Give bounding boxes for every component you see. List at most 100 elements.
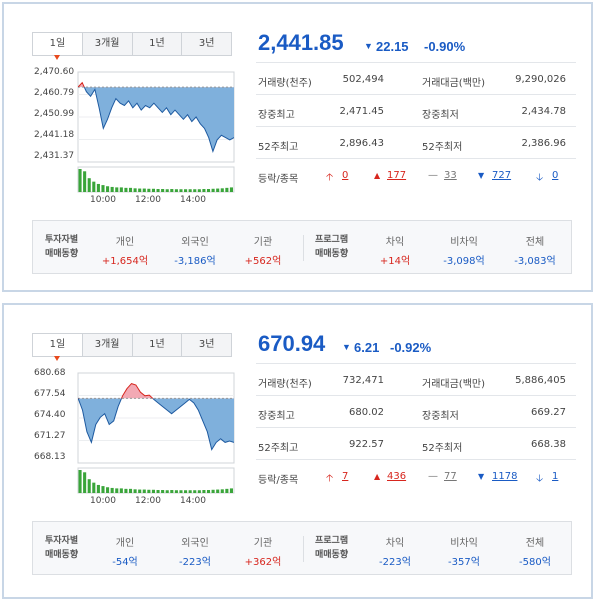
volume-bar [101,486,105,493]
tab-1day[interactable]: 1일 [33,33,82,60]
volume-bar [197,490,201,493]
down-limit-link[interactable]: 0 [552,170,559,181]
amount-value: 5,886,405 [515,375,566,386]
up-limit-link[interactable]: 7 [342,471,349,482]
flat-link[interactable]: 77 [444,471,457,482]
intraday-low-label: 장중최저 [422,411,459,422]
volume-bar [202,189,206,192]
breadth-label: 등락/종목 [258,174,299,185]
volume-bar [193,490,197,493]
volume-bar [188,490,192,493]
volume-bar [202,490,206,493]
52week-high-label: 52주최고 [258,443,299,454]
52week-high-label: 52주최고 [258,142,299,153]
down-link[interactable]: 1178 [492,471,518,482]
divider [303,536,304,562]
volume-bar [83,171,87,192]
institution-cell: 기관 +362억 [244,538,282,568]
amount-label: 거래대금(백만) [422,78,486,89]
area-below-reference [78,87,234,152]
tab-3year[interactable]: 3년 [181,334,231,356]
y-tick-label: 674.40 [34,410,66,420]
52week-low-label: 52주최저 [422,443,463,454]
volume-bar [106,487,110,493]
y-tick-label: 2,431.37 [34,151,75,161]
intraday-chart: 680.68 677.54 674.40 671.27 668.13 10:00… [24,365,238,506]
volume-value: 732,471 [342,375,384,386]
flat-link[interactable]: 33 [444,170,457,181]
up-link[interactable]: 436 [387,471,407,482]
down-triangle-icon: ▼ [478,171,485,180]
volume-bar [115,488,119,493]
non-arbitrage-cell: 비차익 -357억 [448,538,480,568]
period-tabs: 1일 3개월 1년 3년 [32,333,232,361]
change-value: 6.21 [354,340,380,355]
volume-bar [92,482,96,493]
y-tick-label: 671.27 [34,431,66,441]
chart-plot [77,71,235,193]
kosdaq-panel: 1일 3개월 1년 3년 680.68 677.54 674.40 671.27… [2,303,593,599]
divider [303,235,304,261]
volume-bar [106,186,110,192]
volume-bar [83,472,87,493]
period-tabs: 1일 3개월 1년 3년 [32,32,232,60]
price-line [78,87,234,153]
y-tick-label: 2,470.60 [34,67,75,77]
breadth-label: 등락/종목 [258,475,299,486]
volume-bar [110,186,114,192]
down-limit-arrow-icon: 🡣 [536,172,544,183]
market-breadth: 등락/종목 🡡 0 ▲ 177 — 33 ▼ 727 🡣 0 [256,158,576,194]
change-percent: -0.92% [390,340,432,355]
tab-1year[interactable]: 1년 [131,33,182,55]
program-title: 프로그램 매매동향 [315,235,349,259]
up-triangle-icon: ▲ [374,472,381,481]
volume-bar [138,188,142,192]
volume-bar [188,189,192,192]
chart-plot [77,372,235,494]
tab-1year[interactable]: 1년 [131,334,182,356]
y-tick-label: 2,460.79 [34,88,75,98]
up-limit-arrow-icon: 🡡 [326,172,334,183]
volume-bar [142,489,146,493]
volume-bar [211,188,215,192]
arbitrage-cell: 차익 -223억 [379,538,411,568]
volume-bar [229,488,233,493]
flat-dash-icon: — [428,471,438,482]
tab-3month[interactable]: 3개월 [81,334,132,356]
up-triangle-icon: ▲ [374,171,381,180]
down-link[interactable]: 727 [492,170,512,181]
volume-bar [156,490,160,493]
personal-cell: 개인 -54억 [112,538,138,568]
volume-bar [78,169,82,192]
tab-1day[interactable]: 1일 [33,334,82,361]
x-tick-label: 10:00 [90,496,116,506]
y-tick-label: 680.68 [34,368,66,378]
volume-bar [124,488,128,493]
volume-bar [96,484,100,493]
index-price: 670.94 [258,331,326,356]
volume-bar [184,189,188,192]
volume-bar [124,187,128,192]
y-tick-label: 2,441.18 [34,130,75,140]
up-limit-link[interactable]: 0 [342,170,349,181]
volume-bar [216,489,220,493]
volume-bar [147,188,151,192]
volume-bar [119,187,123,192]
volume-bar [229,187,233,192]
x-tick-label: 14:00 [180,195,206,205]
intraday-high-label: 장중최고 [258,110,295,121]
volume-bar [92,181,96,192]
tab-3year[interactable]: 3년 [181,33,231,55]
tab-3month[interactable]: 3개월 [81,33,132,55]
investor-title: 투자자별 매매동향 [45,235,79,259]
intraday-chart: 2,470.60 2,460.79 2,450.99 2,441.18 2,43… [24,64,238,205]
52week-low-value: 2,386.96 [521,138,566,149]
up-link[interactable]: 177 [387,170,407,181]
up-limit-arrow-icon: 🡡 [326,473,334,484]
volume-bar [216,188,220,192]
down-arrow-icon: ▼ [342,342,351,352]
volume-bar [133,188,137,192]
down-limit-link[interactable]: 1 [552,471,559,482]
total-cell: 전체 -3,083억 [514,237,556,267]
index-price: 2,441.85 [258,30,344,55]
